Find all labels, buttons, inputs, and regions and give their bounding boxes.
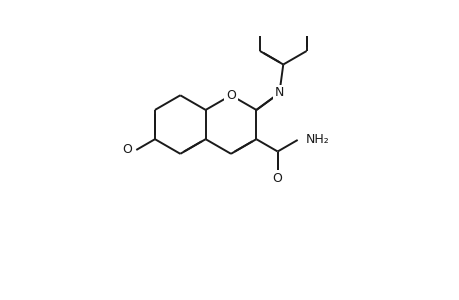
Text: N: N (274, 86, 284, 100)
Text: O: O (122, 143, 131, 157)
Text: NH₂: NH₂ (305, 134, 328, 146)
Text: O: O (225, 89, 235, 102)
Text: O: O (272, 172, 282, 185)
